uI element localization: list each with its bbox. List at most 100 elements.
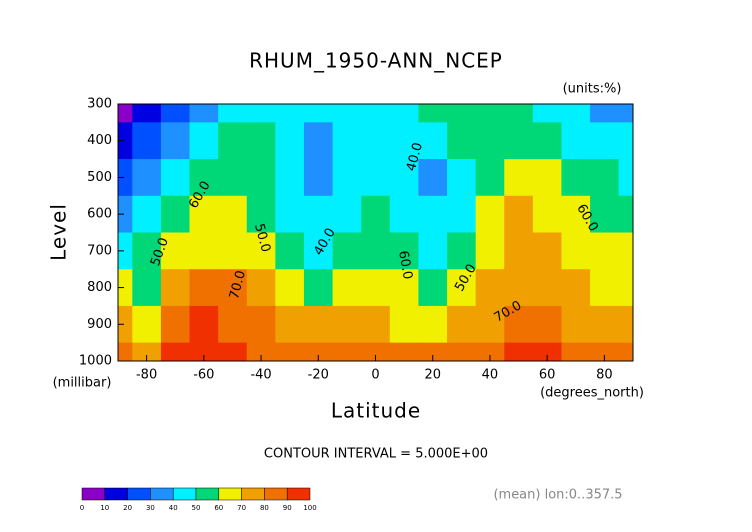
- contour-label: 40.0: [404, 141, 426, 173]
- contour-cell: [561, 232, 591, 270]
- contour-cell: [447, 104, 477, 123]
- colorbar-label: 90: [283, 504, 292, 512]
- x-unit: (degrees_north): [540, 386, 644, 401]
- contour-cell: [332, 159, 362, 197]
- contour-cell: [246, 232, 276, 270]
- contour-cell: [532, 232, 562, 270]
- contour-cell: [246, 104, 276, 123]
- contour-cell: [447, 269, 477, 307]
- colorbar-label: 50: [192, 504, 201, 512]
- contour-cell: [475, 195, 505, 233]
- contour-cell: [504, 269, 534, 307]
- contour-cell: [218, 159, 248, 197]
- contour-cell: [275, 342, 305, 362]
- contour-cell: [418, 159, 448, 197]
- contour-cell: [418, 342, 448, 362]
- colorbar-box: [264, 487, 288, 501]
- contour-cell: [189, 122, 219, 160]
- contour-cell: [132, 342, 162, 362]
- x-axis-label: Latitude: [331, 399, 421, 423]
- contour-cell: [332, 104, 362, 123]
- contour-cell: [561, 305, 591, 344]
- x-tick-label: 20: [424, 368, 441, 383]
- contour-cell: [389, 122, 419, 160]
- contour-cell: [118, 195, 133, 233]
- contour-cell: [361, 195, 391, 233]
- colorbar-label: 30: [146, 504, 155, 512]
- contour-cell: [132, 159, 162, 197]
- contour-cell: [303, 342, 334, 362]
- contour-cell: [118, 342, 133, 362]
- contour-cell: [532, 269, 562, 307]
- contour-cell: [475, 305, 505, 344]
- contour-cell: [418, 305, 448, 344]
- contour-cell: [532, 104, 562, 123]
- contour-cell: [160, 269, 191, 307]
- contour-cell: [475, 232, 505, 270]
- colorbar-box: [172, 487, 197, 501]
- contour-cell: [475, 342, 505, 362]
- contour-cell: [561, 195, 591, 233]
- contour-cell: [475, 269, 505, 307]
- contour-cell: [246, 122, 276, 160]
- contour-cell: [218, 342, 248, 362]
- contour-cell: [218, 269, 248, 307]
- contour-cell: [275, 195, 305, 233]
- contour-cell: [275, 269, 305, 307]
- contour-cell: [275, 159, 305, 197]
- contour-cell: [118, 305, 133, 344]
- contour-cell: [618, 104, 634, 123]
- colorbar-box: [81, 487, 106, 501]
- contour-cell: [475, 104, 505, 123]
- contour-cell: [132, 122, 162, 160]
- contour-cell: [532, 159, 562, 197]
- contour-cell: [189, 195, 219, 233]
- contour-cell: [361, 159, 391, 197]
- colorbar-box: [218, 487, 242, 501]
- colorbar-label: 80: [260, 504, 269, 512]
- contour-cell: [475, 159, 505, 197]
- colorbar-label: 20: [123, 504, 132, 512]
- contour-cell: [618, 342, 634, 362]
- contour-cell: [618, 232, 634, 270]
- contour-cell: [189, 305, 219, 344]
- y-unit: (millibar): [53, 376, 112, 391]
- contour-cell: [118, 269, 133, 307]
- contour-cell: [303, 104, 334, 123]
- contour-cell: [532, 122, 562, 160]
- colorbar-box: [241, 487, 265, 501]
- y-tick-label: 900: [87, 317, 112, 332]
- contour-cell: [389, 195, 419, 233]
- contour-cell: [332, 305, 362, 344]
- colorbar-box: [286, 487, 311, 501]
- contour-cell: [332, 122, 362, 160]
- contour-cell: [418, 232, 448, 270]
- contour-cell: [189, 342, 219, 362]
- note: (mean) lon:0..357.5: [493, 488, 622, 503]
- contour-cell: [361, 269, 391, 307]
- contour-cell: [389, 104, 419, 123]
- contour-cell: [118, 104, 133, 123]
- contour-cell: [618, 305, 634, 344]
- contour-cell: [189, 232, 219, 270]
- colorbar-box: [127, 487, 151, 501]
- contour-cell: [532, 195, 562, 233]
- contour-cell: [590, 232, 620, 270]
- y-tick-label: 700: [87, 243, 112, 258]
- contour-cell: [303, 195, 334, 233]
- colorbar-label: 10: [100, 504, 109, 512]
- contour-cell: [118, 232, 133, 270]
- contour-cell: [447, 195, 477, 233]
- contour-cell: [590, 159, 620, 197]
- contour-cell: [218, 232, 248, 270]
- contour-cell: [504, 305, 534, 344]
- y-tick-label: 400: [87, 133, 112, 148]
- contour-label: 50.0: [251, 222, 273, 254]
- contour-cell: [160, 195, 191, 233]
- contour-cell: [160, 305, 191, 344]
- contour-cell: [275, 305, 305, 344]
- contour-cell: [218, 104, 248, 123]
- contour-cell: [246, 269, 276, 307]
- contour-cell: [590, 104, 620, 123]
- contour-cell: [332, 269, 362, 307]
